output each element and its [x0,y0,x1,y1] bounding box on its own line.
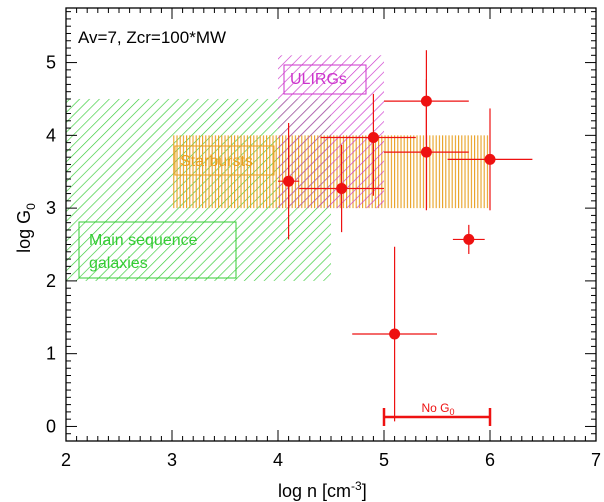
region-label-main-sequence-1: Main sequence [89,232,198,249]
data-point [463,233,475,245]
regions [66,55,490,281]
y-tick-label: 1 [46,344,56,364]
data-point [389,328,401,340]
data-point [336,182,348,194]
y-tick-label: 5 [46,53,56,73]
no-g0-label-main: No G [421,401,449,415]
x-tick-label: 2 [61,450,71,470]
data-point [420,95,432,107]
data-point [420,146,432,158]
y-tick-label: 4 [46,125,56,145]
data-points [283,95,496,340]
x-tick-label: 7 [591,450,601,470]
x-tick-label: 4 [273,450,283,470]
data-point [484,153,496,165]
x-axis-label: log n [cm-3] [278,479,367,501]
annotation-bg-main-sequence [78,221,237,279]
chart-annotation: Av=7, Zcr=100*MW [78,28,226,47]
annotation-bg-ulirgs [283,64,367,95]
no-g0-bar [382,407,492,426]
tick-labels: 2 3 4 5 6 7 0 1 2 3 4 5 [46,53,601,470]
x-tick-label: 6 [485,450,495,470]
x-tick-label: 5 [379,450,389,470]
no-g0-label: No G0 [421,401,454,417]
region-label-starbursts: Starbursts [180,153,253,170]
data-point [283,175,295,187]
y-tick-label: 2 [46,271,56,291]
x-axis-label-main: log n [cm [278,481,351,501]
y-tick-label: 0 [46,416,56,436]
annotation-bg-starbursts [174,145,275,176]
axis-ticks [65,8,597,442]
x-tick-label: 3 [167,450,177,470]
data-point [367,132,379,144]
no-g0-label-sub: 0 [450,407,455,417]
region-label-main-sequence-2: galaxies [89,255,148,272]
y-tick-label: 3 [46,198,56,218]
y-axis-label: log G0 [14,203,38,253]
y-axis-label-main: log G [14,210,34,253]
x-axis-label-end: ] [362,481,367,501]
x-axis-label-sup: -3 [351,479,362,493]
y-axis-label-sub: 0 [24,203,38,210]
region-label-ulirgs: ULIRGs [290,71,347,88]
